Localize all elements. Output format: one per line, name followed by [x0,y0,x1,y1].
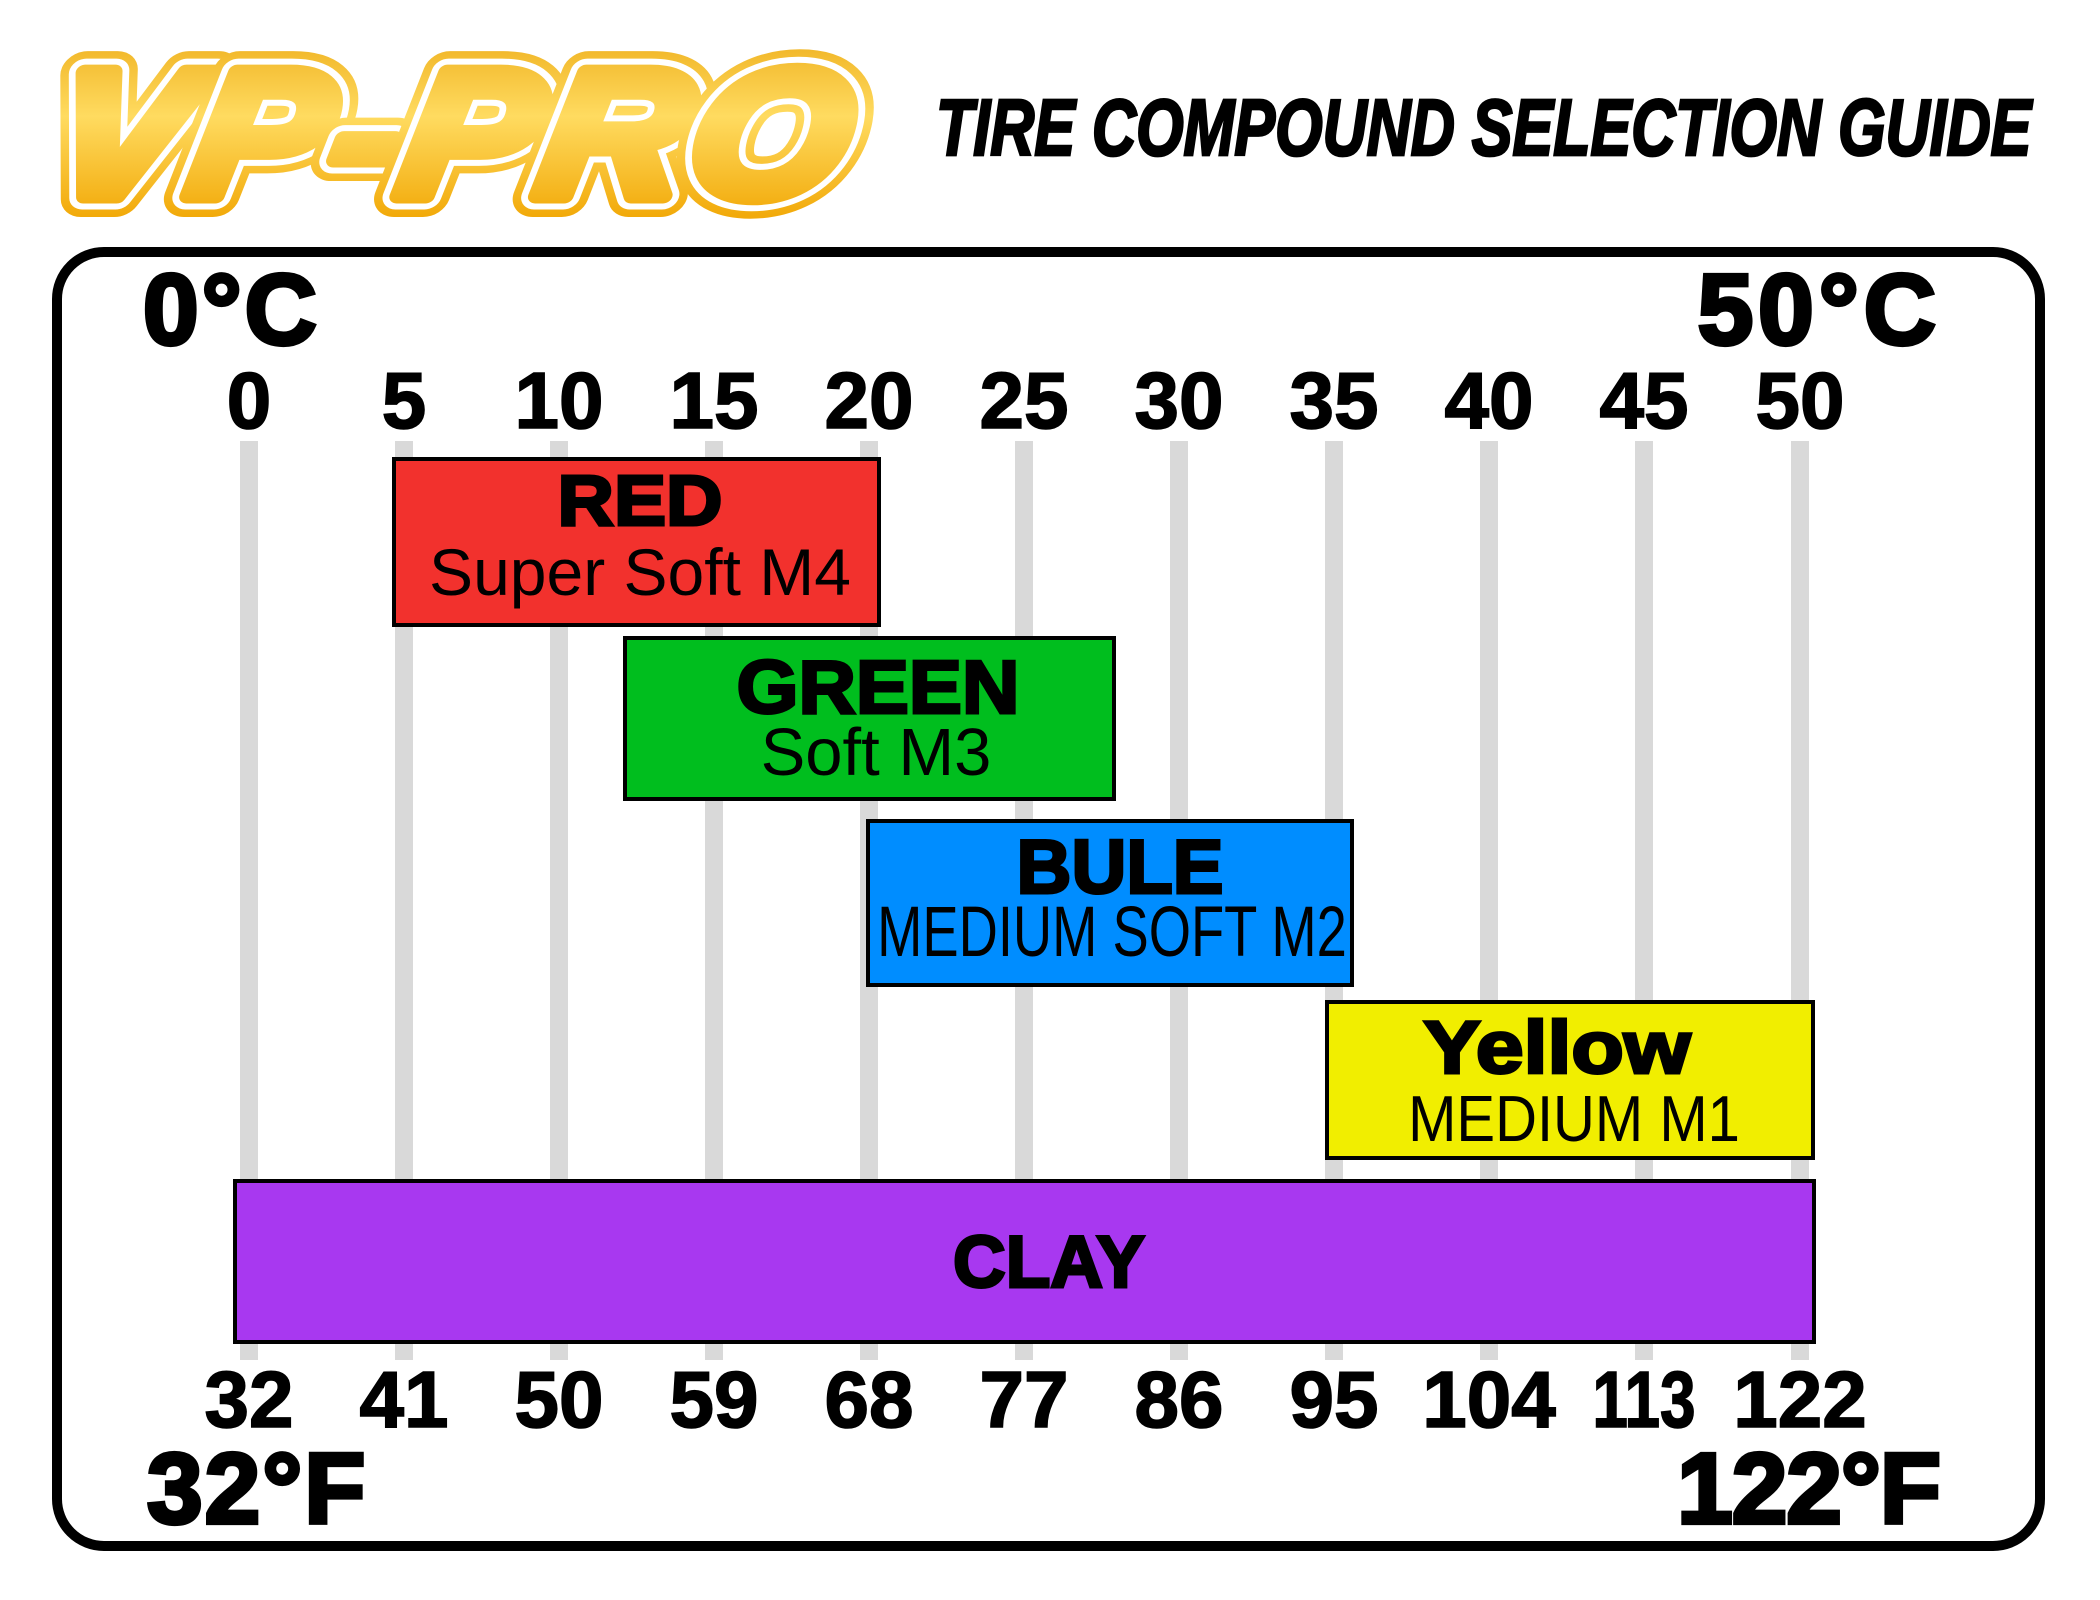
svg-text:R: R [526,33,707,234]
svg-text:O: O [676,33,868,234]
